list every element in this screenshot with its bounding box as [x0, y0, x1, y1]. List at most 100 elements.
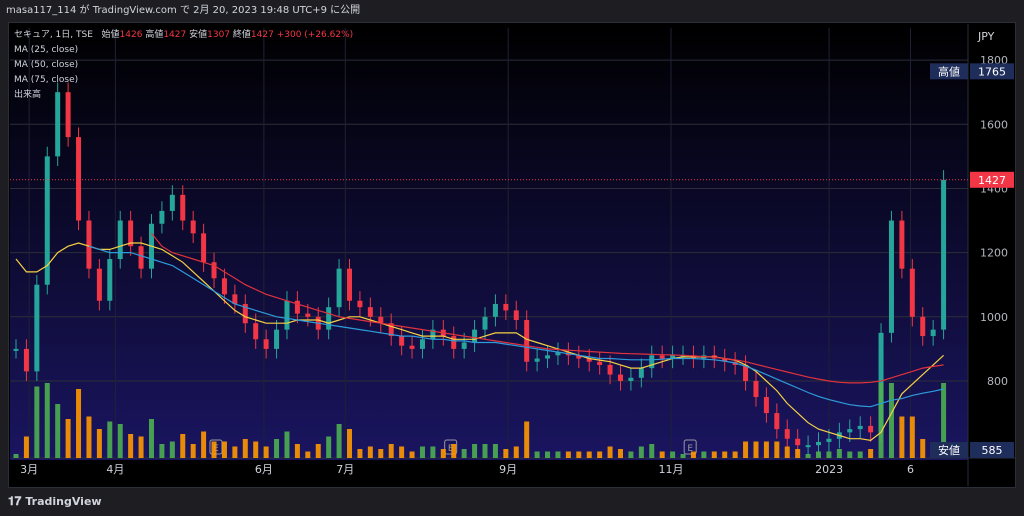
volume-bar [617, 449, 623, 458]
candle-body [159, 210, 165, 224]
volume-bar [680, 454, 686, 458]
volume-bar [586, 451, 592, 458]
candle-body [597, 361, 603, 365]
volume-bar [795, 449, 801, 458]
legend-volume[interactable]: 出来高 [14, 90, 42, 100]
volume-bar [941, 383, 947, 458]
volume-bar [607, 446, 613, 458]
ma-line [88, 245, 944, 408]
volume-bar [492, 444, 498, 458]
volume-bar [597, 451, 603, 458]
open-label: 始値 [101, 30, 120, 40]
volume-bar [201, 431, 207, 458]
candle-body [263, 339, 269, 349]
ma-line [15, 242, 945, 442]
y-tick-label: 800 [987, 375, 1008, 388]
high-badge-label: 高値 [938, 64, 960, 78]
candle-body [55, 92, 61, 157]
candle-body [201, 233, 207, 263]
currency-label[interactable]: JPY [978, 30, 995, 43]
candle-body [649, 355, 655, 369]
volume-bar [836, 449, 842, 458]
low-value: 1307 [207, 30, 231, 40]
volume-bar [253, 441, 259, 458]
publisher-bar: masa117_114 が TradingView.com で 2月 20, 2… [0, 0, 1024, 22]
volume-bar [388, 444, 394, 458]
low-label: 安値 [189, 30, 208, 40]
candle-body [659, 355, 665, 359]
volume-bar [690, 451, 696, 458]
volume-bar [670, 451, 676, 458]
volume-bar [274, 439, 280, 458]
volume-bar [857, 451, 863, 458]
volume-bar [920, 439, 926, 458]
volume-bar [909, 416, 915, 458]
last-price-badge-value: 1427 [978, 174, 1006, 187]
volume-bar [461, 449, 467, 458]
candle-body [743, 364, 749, 381]
volume-bar [336, 424, 342, 458]
candle-body [169, 194, 175, 211]
volume-bar [128, 434, 134, 458]
volume-bar [76, 389, 82, 458]
brand-name: TradingView [25, 495, 102, 508]
volume-bar [826, 451, 832, 458]
volume-bar [107, 421, 113, 458]
candle-body [482, 316, 488, 330]
legend-ma75[interactable]: MA (75, close) [14, 75, 79, 85]
volume-bar [555, 451, 561, 458]
x-tick-label: 6月 [255, 463, 273, 476]
legend-ma50[interactable]: MA (50, close) [14, 60, 79, 70]
low-badge-label: 安値 [938, 443, 960, 457]
volume-bar [242, 439, 248, 458]
volume-bar [180, 434, 186, 458]
candle-body [34, 284, 40, 372]
candle-body [670, 355, 676, 359]
candle-body [472, 329, 478, 343]
candle-body [847, 429, 853, 433]
legend-ma25[interactable]: MA (25, close) [14, 45, 79, 55]
y-tick-label: 1600 [980, 118, 1008, 131]
volume-bar [86, 416, 92, 458]
high-badge-value: 1765 [978, 65, 1006, 78]
candle-body [388, 323, 394, 337]
volume-bar [419, 446, 425, 458]
candle-body [722, 358, 728, 362]
candle-body [180, 194, 186, 221]
candle-body [96, 268, 102, 301]
candle-body [816, 441, 822, 446]
volume-bar [451, 444, 457, 458]
volume-bar [232, 446, 238, 458]
low-badge-label-bg [930, 441, 968, 458]
volume-bar [34, 386, 40, 458]
x-tick-label: 3月 [20, 463, 38, 476]
volume-bar [513, 446, 519, 458]
volume-bar [482, 444, 488, 458]
candle-body [190, 220, 196, 234]
candle-body [920, 316, 926, 337]
candle-body [753, 380, 759, 398]
volume-bar [159, 444, 165, 458]
candle-body [419, 339, 425, 349]
earnings-marker-box [683, 439, 697, 455]
candle-body [336, 268, 342, 308]
volume-bar [221, 441, 227, 458]
price-axis-area [968, 24, 1015, 486]
candle-body [44, 156, 50, 285]
publisher-line: masa117_114 が TradingView.com で 2月 20, 2… [6, 5, 361, 16]
volume-bar [701, 451, 707, 458]
volume-bar [638, 446, 644, 458]
candle-body [211, 262, 217, 279]
candle-body [367, 307, 373, 317]
candle-body [326, 307, 332, 330]
candle-body [607, 364, 613, 375]
volume-bar [55, 404, 61, 458]
volume-bar [628, 451, 634, 458]
candle-body [586, 358, 592, 362]
volume-bar [211, 441, 217, 458]
volume-bar [13, 454, 19, 458]
candle-body [357, 300, 363, 308]
candle-body [232, 294, 238, 304]
volume-bar [138, 436, 144, 458]
